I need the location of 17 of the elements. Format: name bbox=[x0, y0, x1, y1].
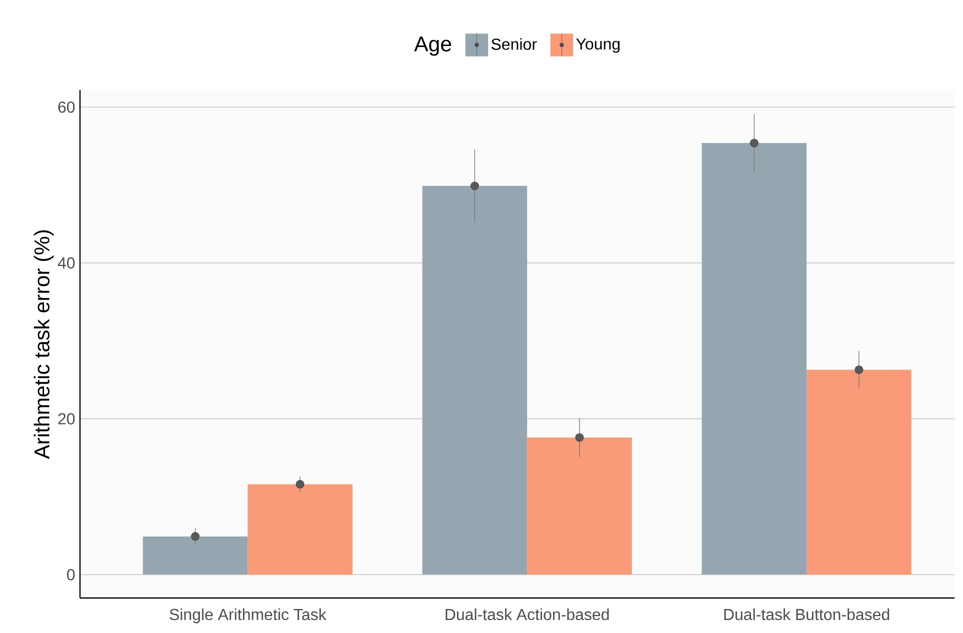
x-tick-label: Single Arithmetic Task bbox=[170, 608, 326, 624]
bar bbox=[702, 142, 807, 575]
y-tick-label: 0 bbox=[67, 568, 75, 580]
bar bbox=[142, 536, 248, 575]
y-tick-label: 40 bbox=[58, 257, 75, 269]
legend-title: Age bbox=[414, 36, 452, 56]
x-tick-label: Dual-task Button-based bbox=[724, 608, 890, 620]
bar bbox=[806, 370, 912, 575]
y-tick-label: 20 bbox=[58, 413, 75, 424]
bar bbox=[422, 186, 528, 575]
legend-label: Young bbox=[576, 38, 620, 53]
bar bbox=[248, 484, 352, 575]
y-tick-label: 60 bbox=[58, 101, 75, 113]
y-axis-title: Arithmetic task error (%) bbox=[34, 230, 54, 459]
legend-label: Senior bbox=[492, 38, 537, 50]
x-tick-label: Dual-task Action-based bbox=[446, 608, 609, 620]
bar bbox=[527, 437, 632, 575]
